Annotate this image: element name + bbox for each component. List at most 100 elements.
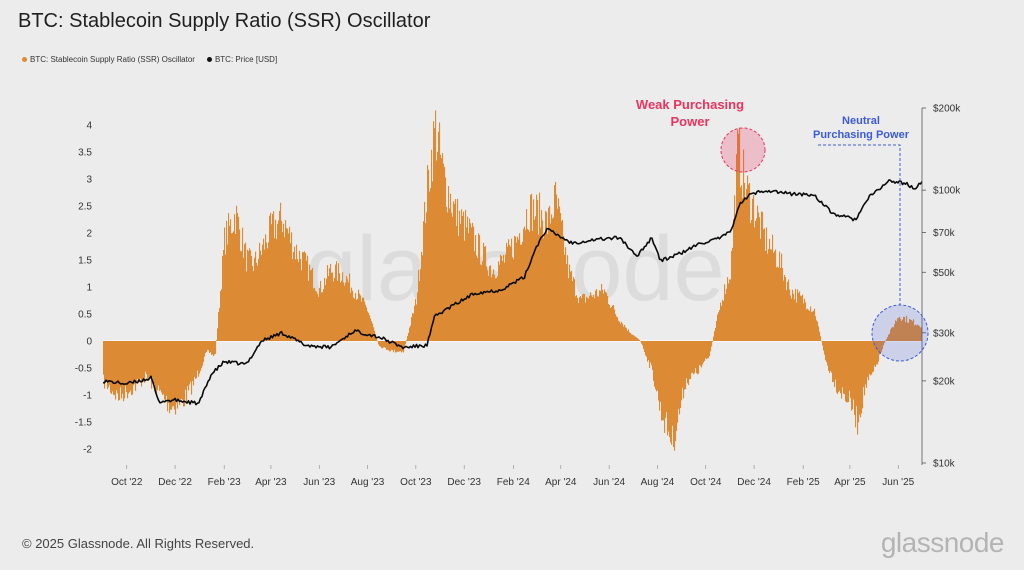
ssr-bar — [261, 255, 263, 341]
ssr-bar — [357, 298, 359, 341]
ssr-bar — [140, 341, 142, 379]
ssr-bar — [631, 334, 633, 341]
ssr-bar — [162, 341, 164, 395]
ssr-bar — [628, 329, 630, 341]
legend-swatch-price — [206, 57, 212, 62]
ssr-bar — [851, 341, 853, 411]
ssr-bar — [601, 283, 603, 341]
ssr-bar — [436, 160, 438, 341]
ssr-bar — [882, 341, 884, 349]
x-tick-label: Feb '23 — [208, 477, 241, 488]
ssr-bar — [756, 218, 758, 341]
ssr-bar — [902, 319, 904, 341]
ssr-bar — [165, 341, 167, 403]
ssr-bar — [179, 341, 181, 406]
ssr-bar — [464, 240, 466, 341]
ssr-bar — [468, 233, 470, 341]
ssr-bar — [608, 303, 610, 341]
ssr-bar — [684, 341, 686, 390]
ssr-bar — [597, 296, 599, 341]
ssr-bar — [856, 341, 858, 407]
ssr-bar — [836, 341, 838, 393]
ssr-bar — [192, 341, 194, 381]
ssr-bar — [769, 238, 771, 341]
ssr-bar — [846, 341, 848, 403]
ssr-bar — [305, 253, 307, 341]
ssr-bar — [260, 250, 262, 341]
ssr-bar — [792, 289, 794, 341]
ssr-bar — [172, 341, 174, 407]
ssr-bar — [904, 317, 906, 341]
ssr-bar — [231, 233, 233, 341]
y-left-tick-label: 2.5 — [78, 202, 92, 213]
copyright-text: © 2025 Glassnode. All Rights Reserved. — [22, 536, 255, 551]
ssr-bar — [271, 224, 273, 341]
ssr-bar — [241, 251, 243, 341]
ssr-bar — [642, 341, 644, 346]
ssr-bar — [316, 291, 318, 341]
ssr-bar — [880, 341, 882, 354]
ssr-bar — [554, 185, 556, 341]
ssr-bar — [639, 340, 641, 341]
ssr-bar — [429, 191, 431, 341]
ssr-bar — [186, 341, 188, 402]
ssr-bar — [247, 249, 249, 341]
ssr-bar — [875, 341, 877, 367]
ssr-bar — [686, 341, 688, 379]
ssr-bar — [848, 341, 850, 402]
y-left-tick-label: 1 — [86, 283, 92, 294]
ssr-bar — [701, 341, 703, 368]
ssr-bar — [145, 341, 147, 372]
ssr-bar — [356, 299, 358, 341]
ssr-bar — [619, 321, 621, 341]
ssr-bar — [704, 341, 706, 362]
ssr-bar — [329, 268, 331, 341]
ssr-bar — [743, 149, 745, 341]
ssr-bar — [616, 316, 618, 341]
ssr-bar — [522, 241, 524, 341]
ssr-bar — [425, 223, 427, 341]
ssr-bar — [284, 237, 286, 341]
ssr-bar — [448, 186, 450, 341]
ssr-bar — [596, 289, 598, 341]
ssr-bar — [873, 341, 875, 372]
ssr-bar — [160, 341, 162, 390]
ssr-bar — [262, 244, 264, 341]
ssr-bar — [386, 341, 388, 350]
ssr-bar — [196, 341, 198, 379]
ssr-bar — [838, 341, 840, 392]
ssr-bar — [427, 165, 429, 341]
ssr-bar — [390, 341, 392, 352]
ssr-bar — [533, 199, 535, 341]
ssr-bar — [831, 341, 833, 373]
ssr-bar — [578, 303, 580, 341]
ssr-bar — [330, 263, 332, 341]
ssr-bar — [526, 209, 528, 341]
ssr-bar — [903, 316, 905, 341]
ssr-bar — [662, 341, 664, 421]
ssr-bar — [295, 259, 297, 341]
ssr-bar — [339, 273, 341, 341]
ssr-bar — [747, 175, 749, 341]
ssr-bar — [311, 269, 313, 341]
ssr-bar — [644, 341, 646, 353]
ssr-bar — [667, 341, 669, 436]
ssr-bar — [178, 341, 180, 399]
legend-item-price[interactable]: BTC: Price [USD] — [206, 55, 277, 64]
ssr-bar — [917, 324, 919, 341]
legend-item-ssr[interactable]: BTC: Stablecoin Supply Ratio (SSR) Oscil… — [22, 55, 195, 64]
ssr-bar — [242, 227, 244, 341]
ssr-bar — [514, 235, 516, 341]
ssr-bar — [182, 341, 184, 400]
ssr-bar — [650, 341, 652, 363]
ssr-bar — [327, 265, 329, 341]
ssr-bar — [509, 244, 511, 341]
ssr-bar — [673, 341, 675, 448]
ssr-bar — [208, 341, 210, 351]
ssr-bar — [824, 341, 826, 355]
ssr-bar — [166, 341, 168, 396]
ssr-bar — [457, 198, 459, 341]
ssr-bar — [432, 181, 434, 341]
ssr-bar — [213, 341, 215, 357]
ssr-bar — [565, 247, 567, 341]
